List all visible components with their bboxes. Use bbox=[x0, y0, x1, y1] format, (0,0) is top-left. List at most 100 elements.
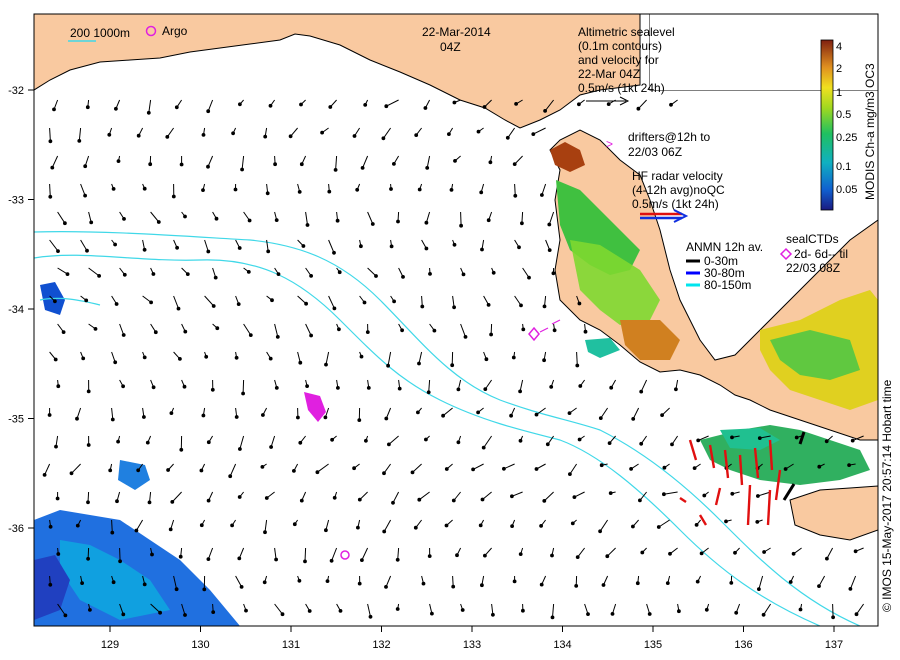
velocity-arrow-head bbox=[357, 497, 362, 502]
velocity-arrow-head bbox=[233, 187, 238, 192]
velocity-arrow bbox=[71, 463, 81, 474]
velocity-arrow-head bbox=[206, 498, 211, 503]
velocity-arrow bbox=[382, 127, 392, 139]
velocity-arrow-head bbox=[145, 440, 150, 445]
anmn-legend: ANMN 12h av. 0-30m 30-80m 80-150m bbox=[686, 240, 763, 292]
velocity-arrow bbox=[173, 295, 179, 309]
velocity-arrow bbox=[832, 603, 834, 618]
velocity-arrow-head bbox=[236, 302, 241, 307]
velocity-arrow-head bbox=[357, 581, 362, 586]
velocity-arrow-head bbox=[86, 389, 91, 394]
velocity-arrow-head bbox=[305, 223, 310, 227]
velocity-arrow-head bbox=[81, 356, 86, 361]
velocity-arrow-head bbox=[381, 136, 386, 141]
velocity-arrow-head bbox=[83, 193, 87, 198]
velocity-arrow-head bbox=[329, 558, 334, 563]
velocity-arrow bbox=[243, 323, 252, 336]
velocity-arrow-head bbox=[206, 109, 211, 114]
velocity-arrow-head bbox=[395, 607, 400, 611]
velocity-arrow-head bbox=[636, 106, 641, 111]
velocity-arrow-head bbox=[455, 553, 459, 558]
velocity-arrow-head bbox=[459, 223, 464, 228]
velocity-arrow-head bbox=[65, 272, 70, 277]
velocity-arrow-head bbox=[397, 386, 402, 391]
land-island bbox=[789, 485, 878, 541]
velocity-arrow bbox=[235, 575, 243, 588]
velocity-arrow-head bbox=[534, 467, 539, 471]
velocity-arrow-head bbox=[359, 354, 364, 359]
map-frame bbox=[33, 13, 879, 627]
velocity-arrow-head bbox=[510, 494, 514, 499]
velocity-arrow bbox=[388, 435, 399, 445]
velocity-arrow-head bbox=[387, 442, 391, 447]
velocity-arrow-head bbox=[63, 221, 67, 226]
x-axis: 129 130 131 132 133 134 135 136 137 bbox=[101, 626, 843, 651]
velocity-arrow bbox=[852, 435, 864, 442]
velocity-arrow-head bbox=[456, 440, 461, 445]
x-tick-label: 135 bbox=[644, 639, 662, 651]
velocity-arrow bbox=[51, 155, 59, 168]
velocity-arrow-head bbox=[702, 493, 707, 498]
velocity-arrow-head bbox=[484, 357, 489, 362]
velocity-arrow-head bbox=[63, 613, 68, 618]
velocity-arrow-head bbox=[248, 333, 253, 338]
velocity-arrow bbox=[270, 435, 276, 448]
velocity-arrow bbox=[419, 491, 430, 501]
velocity-arrow bbox=[412, 463, 422, 473]
velocity-arrow-head bbox=[93, 327, 98, 331]
velocity-arrow-head bbox=[148, 162, 153, 167]
velocity-arrow bbox=[418, 351, 423, 364]
velocity-arrow-head bbox=[392, 162, 396, 166]
velocity-arrow-head bbox=[577, 301, 582, 306]
colorbar-title: MODIS Ch-a mg/m3 OC3 bbox=[863, 63, 877, 200]
velocity-arrow-head bbox=[471, 467, 476, 472]
velocity-arrow-head bbox=[234, 415, 239, 419]
velocity-arrow-head bbox=[631, 417, 636, 421]
velocity-arrow bbox=[204, 295, 215, 307]
velocity-arrow-head bbox=[450, 363, 455, 368]
velocity-arrow-head bbox=[486, 303, 491, 307]
velocity-arrow-head bbox=[151, 385, 156, 390]
velocity-arrow-head bbox=[512, 162, 517, 167]
velocity-arrow-head bbox=[452, 242, 457, 247]
velocity-arrow-head bbox=[268, 103, 273, 108]
hf-radar-line-3: 0.5m/s (1kt 24h) bbox=[632, 197, 719, 211]
velocity-arrow-head bbox=[427, 554, 432, 558]
y-tick-label: -34 bbox=[8, 304, 24, 316]
velocity-arrow-head bbox=[366, 386, 371, 390]
velocity-arrow-head bbox=[762, 550, 766, 554]
anmn-item-2: 80-150m bbox=[704, 278, 751, 292]
velocity-arrow-head bbox=[733, 550, 737, 555]
velocity-arrow bbox=[335, 155, 338, 170]
velocity-arrow-head bbox=[273, 162, 278, 167]
velocity-arrow-head bbox=[389, 187, 393, 191]
velocity-arrow-head bbox=[451, 498, 456, 503]
velocity-arrow-head bbox=[518, 389, 522, 394]
velocity-arrow-head bbox=[360, 166, 365, 170]
velocity-arrow bbox=[328, 295, 335, 309]
velocity-arrow bbox=[362, 155, 369, 169]
velocity-arrow-head bbox=[297, 578, 302, 583]
velocity-arrow-head bbox=[88, 608, 92, 612]
velocity-arrow-head bbox=[382, 529, 387, 534]
velocity-arrow-head bbox=[420, 304, 425, 309]
colorbar-tick-label: 2 bbox=[836, 63, 842, 75]
velocity-arrow-head bbox=[47, 413, 52, 417]
velocity-arrow-head bbox=[263, 134, 268, 139]
velocity-arrow-head bbox=[424, 220, 429, 225]
velocity-arrow-head bbox=[142, 582, 147, 587]
velocity-arrow-head bbox=[461, 272, 466, 277]
velocity-arrow-head bbox=[425, 166, 430, 170]
velocity-arrow-head bbox=[335, 218, 340, 223]
velocity-arrow-head bbox=[668, 551, 672, 556]
velocity-arrow-head bbox=[575, 363, 580, 368]
velocity-arrow-head bbox=[247, 218, 252, 223]
velocity-arrow-head bbox=[489, 332, 494, 337]
velocity-arrow-head bbox=[156, 220, 161, 224]
velocity-arrow-head bbox=[432, 328, 437, 333]
velocity-arrow-head bbox=[417, 187, 422, 192]
velocity-arrow bbox=[763, 603, 772, 616]
drifter-line-2: 22/03 06Z bbox=[628, 145, 682, 159]
velocity-arrow-head bbox=[238, 447, 242, 451]
velocity-arrow-head bbox=[757, 436, 762, 441]
